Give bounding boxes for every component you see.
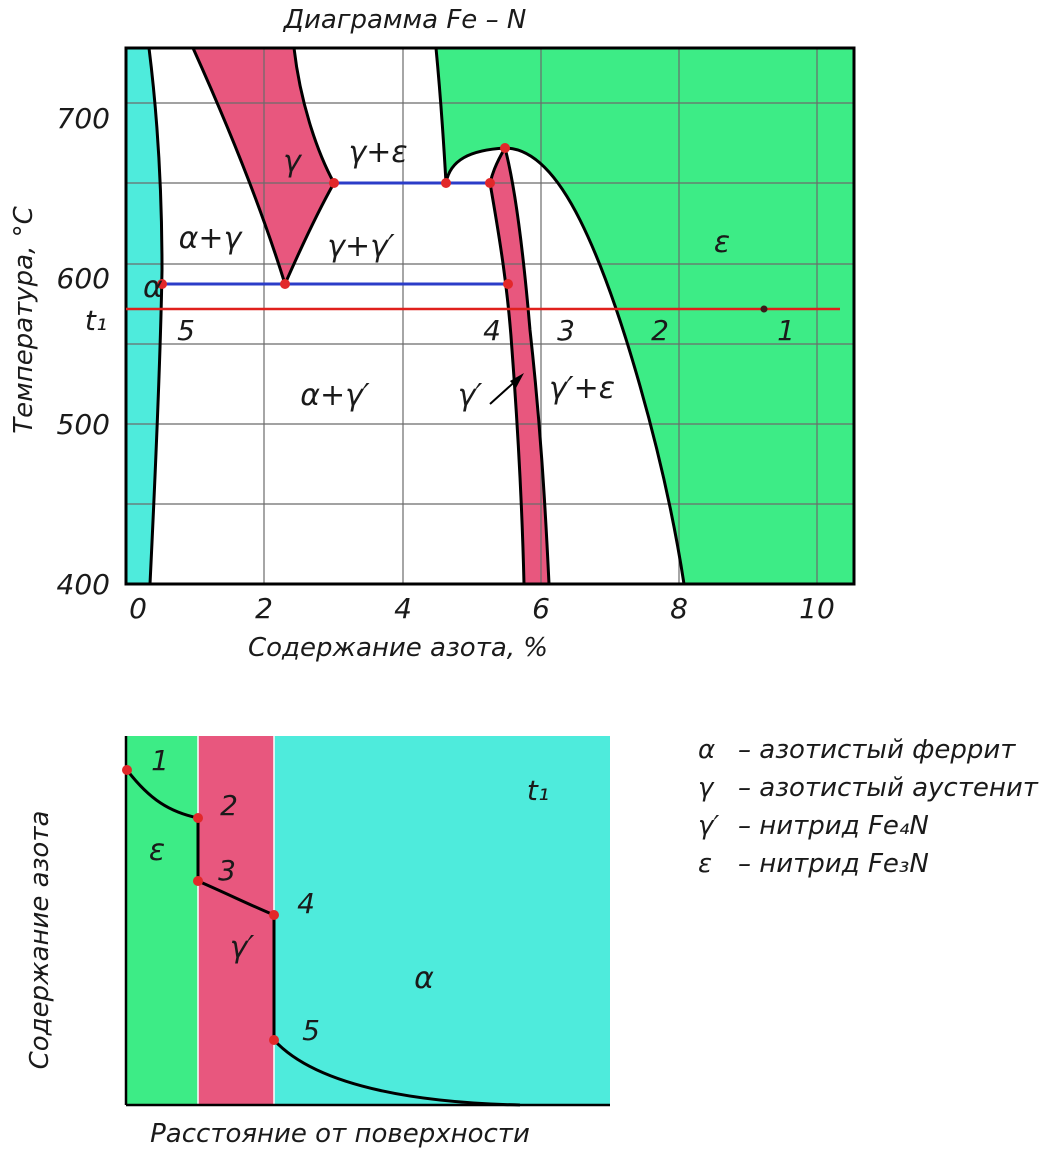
y-tick-500: 500 [57,408,110,441]
legend-gamma-text: – азотистый аустенит [738,773,1039,803]
profile-y-axis-label: Содержание азота [25,811,55,1070]
profile-point-4: 4 [297,887,315,920]
concentration-profile: 1 2 3 4 5 ε γ′ α t₁ Расстояние от поверх… [25,736,610,1149]
x-tick-2: 2 [255,592,273,625]
x-axis-label: Содержание азота, % [248,633,548,663]
y-tick-700: 700 [57,102,110,135]
profile-point-3: 3 [218,854,236,887]
phase-boundaries [147,47,686,585]
alpha-region [126,48,162,584]
x-tick-4: 4 [394,592,412,625]
concentration-curve [125,769,521,1107]
x-tick-8: 8 [670,592,688,625]
t1-point-1: 1 [777,314,795,347]
label-gammaprime: γ′ [458,378,483,413]
profile-point-1: 1 [151,744,169,777]
t1-point-5: 5 [177,314,195,347]
plot-frame [124,46,856,586]
profile-label-epsilon: ε [149,833,165,868]
point-1-marker [760,305,768,313]
profile-label-alpha: α [414,961,434,996]
profile-points [122,765,279,1045]
y-tick-400: 400 [57,568,110,601]
profile-x-axis-label: Расстояние от поверхности [150,1119,530,1149]
t1-point-3: 3 [557,314,575,347]
legend: α – азотистый феррит γ – азотистый аусте… [698,735,1039,879]
t1-point-2: 2 [651,314,669,347]
profile-alpha-zone [274,736,610,1105]
label-alpha: α [143,270,163,305]
phase-diagram: α γ γ+ε α+γ γ+γ′ ε α+γ′ γ′ γ′+ε 5 4 3 2 … [9,46,856,663]
profile-gammaprime-zone [198,736,274,1105]
y-axis-label: Температура, °С [9,205,39,433]
legend-alpha-text: – азотистый феррит [738,735,1016,765]
label-gamma: γ [283,144,303,179]
gammaprime-region [490,148,549,584]
label-gammaprime-epsilon: γ′+ε [549,371,615,406]
x-tick-10: 10 [799,592,835,625]
t1-point-4: 4 [483,314,501,347]
legend-gamma-symbol: γ [698,773,715,803]
x-tick-0: 0 [129,592,147,625]
legend-alpha-symbol: α [698,735,715,765]
y-tick-t1: t₁ [85,304,107,337]
label-alpha-gamma: α+γ [179,221,244,256]
legend-gammaprime-text: – нитрид Fe₄N [738,811,929,841]
label-gamma-gammaprime: γ+γ′ [327,229,395,264]
x-tick-6: 6 [532,592,550,625]
legend-epsilon-text: – нитрид Fe₃N [738,849,929,879]
label-alpha-gammaprime: α+γ′ [300,378,370,413]
plot-grid [126,48,854,584]
label-gamma-epsilon: γ+ε [348,135,407,170]
epsilon-region [436,48,854,584]
label-epsilon: ε [714,225,730,260]
profile-label-gammaprime: γ′ [230,930,255,965]
invariant-points [157,143,513,289]
profile-epsilon-zone [126,736,198,1105]
profile-point-5: 5 [302,1014,320,1047]
legend-epsilon-symbol: ε [698,849,712,879]
diagram-title: Диаграмма Fe – N [283,5,527,35]
y-tick-600: 600 [57,262,110,295]
gammaprime-arrowhead [510,373,524,388]
profile-t1-label: t₁ [527,774,549,807]
profile-point-2: 2 [220,789,238,822]
legend-gammaprime-symbol: γ′ [698,811,719,841]
